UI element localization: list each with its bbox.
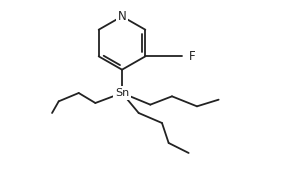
Text: N: N [118, 10, 126, 23]
Text: F: F [189, 50, 195, 63]
Text: Sn: Sn [115, 88, 129, 98]
